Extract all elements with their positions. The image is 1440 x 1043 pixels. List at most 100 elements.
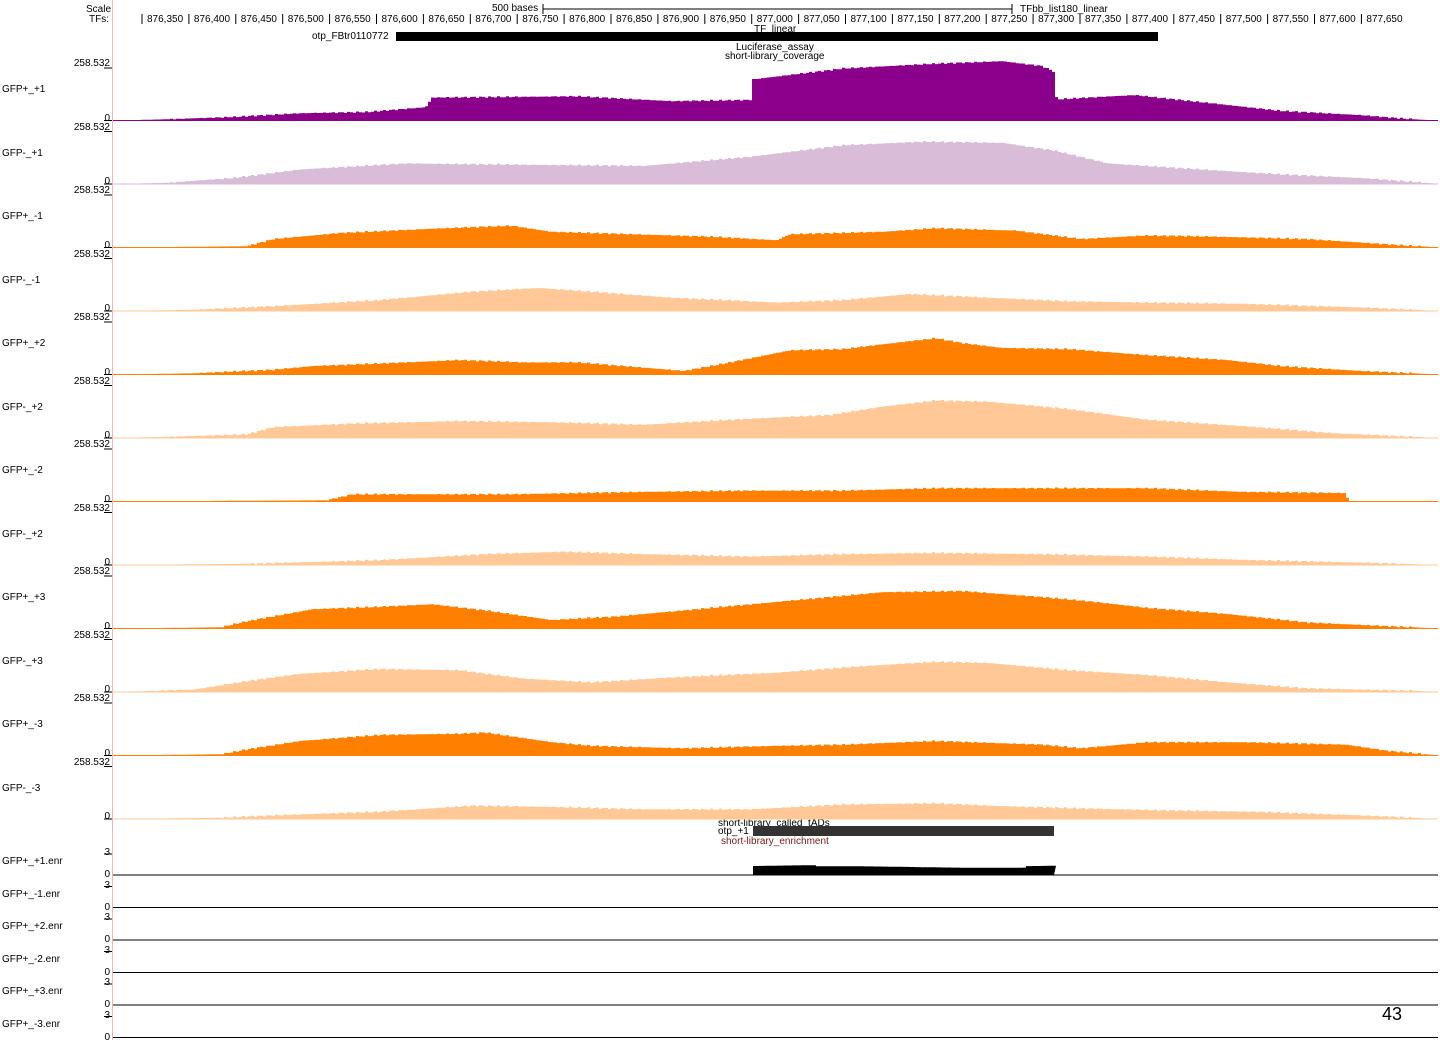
axis-max-label: 258.532: [73, 312, 110, 323]
axis-max-label: 258.532: [73, 121, 110, 133]
ruler-tick-label: 877,400: [1131, 14, 1169, 25]
axis-max-label: 258.532: [73, 756, 110, 768]
ruler-tick-label: 877,300: [1038, 14, 1075, 25]
track-name-label[interactable]: GFP-_+2: [2, 528, 43, 540]
ruler-tick-label: 877,350: [1085, 14, 1122, 25]
label-separator: [112, 0, 113, 1040]
axis-min-label: 0: [104, 366, 110, 378]
axis-max-label: 3: [104, 1009, 110, 1021]
track-name-label[interactable]: GFP+_+2: [2, 338, 46, 349]
ruler-tick-label: 877,250: [991, 14, 1028, 25]
ruler-tick-label: 877,000: [756, 14, 793, 25]
track-name-label[interactable]: GFP-_+2: [2, 401, 43, 413]
tad-feature-bar: [753, 826, 1054, 836]
axis-max-label: 258.532: [73, 185, 110, 196]
ruler-tick-label: 876,700: [475, 14, 512, 25]
coverage-signal: [113, 590, 1439, 629]
coverage-signal: [113, 802, 1439, 819]
enrichment-track-name[interactable]: GFP+_+2.enr: [2, 921, 63, 932]
coverage-signal: [113, 61, 1439, 121]
coverage-signal: [113, 288, 1439, 311]
tfbb-track-label: TFbb_list180_linear: [1020, 4, 1108, 15]
enrichment-track-name[interactable]: GFP+_+1.enr: [2, 856, 63, 867]
axis-max-label: 258.532: [73, 58, 110, 69]
axis-max-label: 3: [104, 879, 110, 891]
ruler-tick-label: 876,500: [287, 14, 324, 25]
enrichment-track-name[interactable]: GFP+_+3.enr: [2, 986, 63, 997]
page-number: 43: [1381, 1004, 1402, 1024]
track-name-label[interactable]: GFP-_-1: [2, 274, 41, 286]
ruler-tick-label: 876,850: [616, 14, 653, 25]
tf-linear-label: TF_linear: [754, 24, 797, 35]
ruler-tick-label: 877,550: [1272, 14, 1309, 25]
tfs-label: TFs:: [89, 14, 109, 25]
axis-min-label: 0: [104, 1031, 110, 1043]
axis-min-label: 0: [104, 239, 110, 251]
ruler-tick-label: 876,650: [428, 14, 465, 25]
coverage-track-label: short-library_coverage: [725, 51, 825, 62]
coverage-signal: [113, 487, 1439, 502]
coverage-signal: [113, 141, 1439, 184]
ruler-tick-label: 877,500: [1225, 14, 1262, 25]
otp-feature-label[interactable]: otp_+1: [718, 826, 749, 837]
enrichment-track-label: short-library_enrichment: [721, 836, 829, 847]
axis-max-label: 3: [104, 944, 110, 956]
axis-max-label: 258.532: [73, 248, 110, 260]
axis-min-label: 0: [104, 684, 110, 695]
coverage-signal: [113, 400, 1439, 438]
axis-max-label: 3: [104, 847, 110, 858]
axis-max-label: 258.532: [73, 629, 110, 641]
ruler-tick-label: 876,800: [569, 14, 606, 25]
ruler-tick-label: 877,050: [803, 14, 840, 25]
track-name-label[interactable]: GFP-_+1: [2, 147, 43, 159]
axis-max-label: 258.532: [73, 693, 110, 704]
axis-max-label: 258.532: [73, 566, 110, 577]
ruler-tick-label: 876,450: [240, 14, 277, 25]
ruler-tick-label: 876,950: [709, 14, 746, 25]
axis-min-label: 0: [104, 999, 110, 1010]
enrichment-track-name[interactable]: GFP+_-1.enr: [2, 888, 61, 900]
track-name-label[interactable]: GFP+_+1: [2, 84, 46, 95]
axis-max-label: 258.532: [73, 502, 110, 514]
ruler-tick-label: 877,200: [944, 14, 981, 25]
scale-label: Scale: [86, 4, 112, 15]
ruler-tick-label: 876,900: [662, 14, 700, 25]
axis-min-label: 0: [104, 430, 110, 441]
ruler-tick-label: 877,150: [897, 14, 934, 25]
track-name-label[interactable]: GFP+_+3: [2, 592, 46, 603]
axis-min-label: 0: [104, 620, 110, 632]
axis-min-label: 0: [104, 934, 110, 945]
coverage-signal: [113, 732, 1439, 756]
called-tads-label: short-library_called_tADs: [718, 818, 830, 829]
axis-min-label: 0: [104, 966, 110, 978]
ruler-tick-label: 876,400: [193, 14, 231, 25]
coverage-signal: [113, 337, 1439, 375]
track-name-label[interactable]: GFP-_+3: [2, 655, 43, 667]
ruler-tick-label: 877,650: [1366, 14, 1403, 25]
track-name-label[interactable]: GFP+_-3: [2, 719, 43, 730]
track-name-label[interactable]: GFP+_-2: [2, 465, 43, 476]
coverage-signal: [113, 225, 1439, 248]
enrichment-track-name[interactable]: GFP+_-3.enr: [2, 1018, 61, 1030]
ruler-tick-label: 877,600: [1319, 14, 1356, 25]
axis-max-label: 3: [104, 912, 110, 923]
enrichment-signal: [753, 865, 1056, 875]
enrichment-track-name[interactable]: GFP+_-2.enr: [2, 953, 61, 965]
ruler-tick-label: 876,600: [381, 14, 418, 25]
track-name-label[interactable]: GFP+_-1: [2, 211, 43, 222]
ruler-tick-label: 876,550: [334, 14, 371, 25]
axis-min-label: 0: [104, 557, 110, 568]
axis-max-label: 258.532: [73, 375, 110, 387]
axis-max-label: 258.532: [73, 439, 110, 450]
axis-max-label: 3: [104, 977, 110, 988]
axis-min-label: 0: [104, 176, 110, 187]
coverage-signal: [113, 551, 1439, 565]
gene-label[interactable]: otp_FBtr0110772: [312, 31, 389, 42]
coverage-signal: [113, 661, 1439, 692]
scale-bar-label: 500 bases: [492, 3, 539, 14]
axis-min-label: 0: [104, 869, 110, 880]
axis-min-label: 0: [104, 303, 110, 314]
axis-min-label: 0: [104, 901, 110, 913]
track-name-label[interactable]: GFP-_-3: [2, 782, 41, 794]
